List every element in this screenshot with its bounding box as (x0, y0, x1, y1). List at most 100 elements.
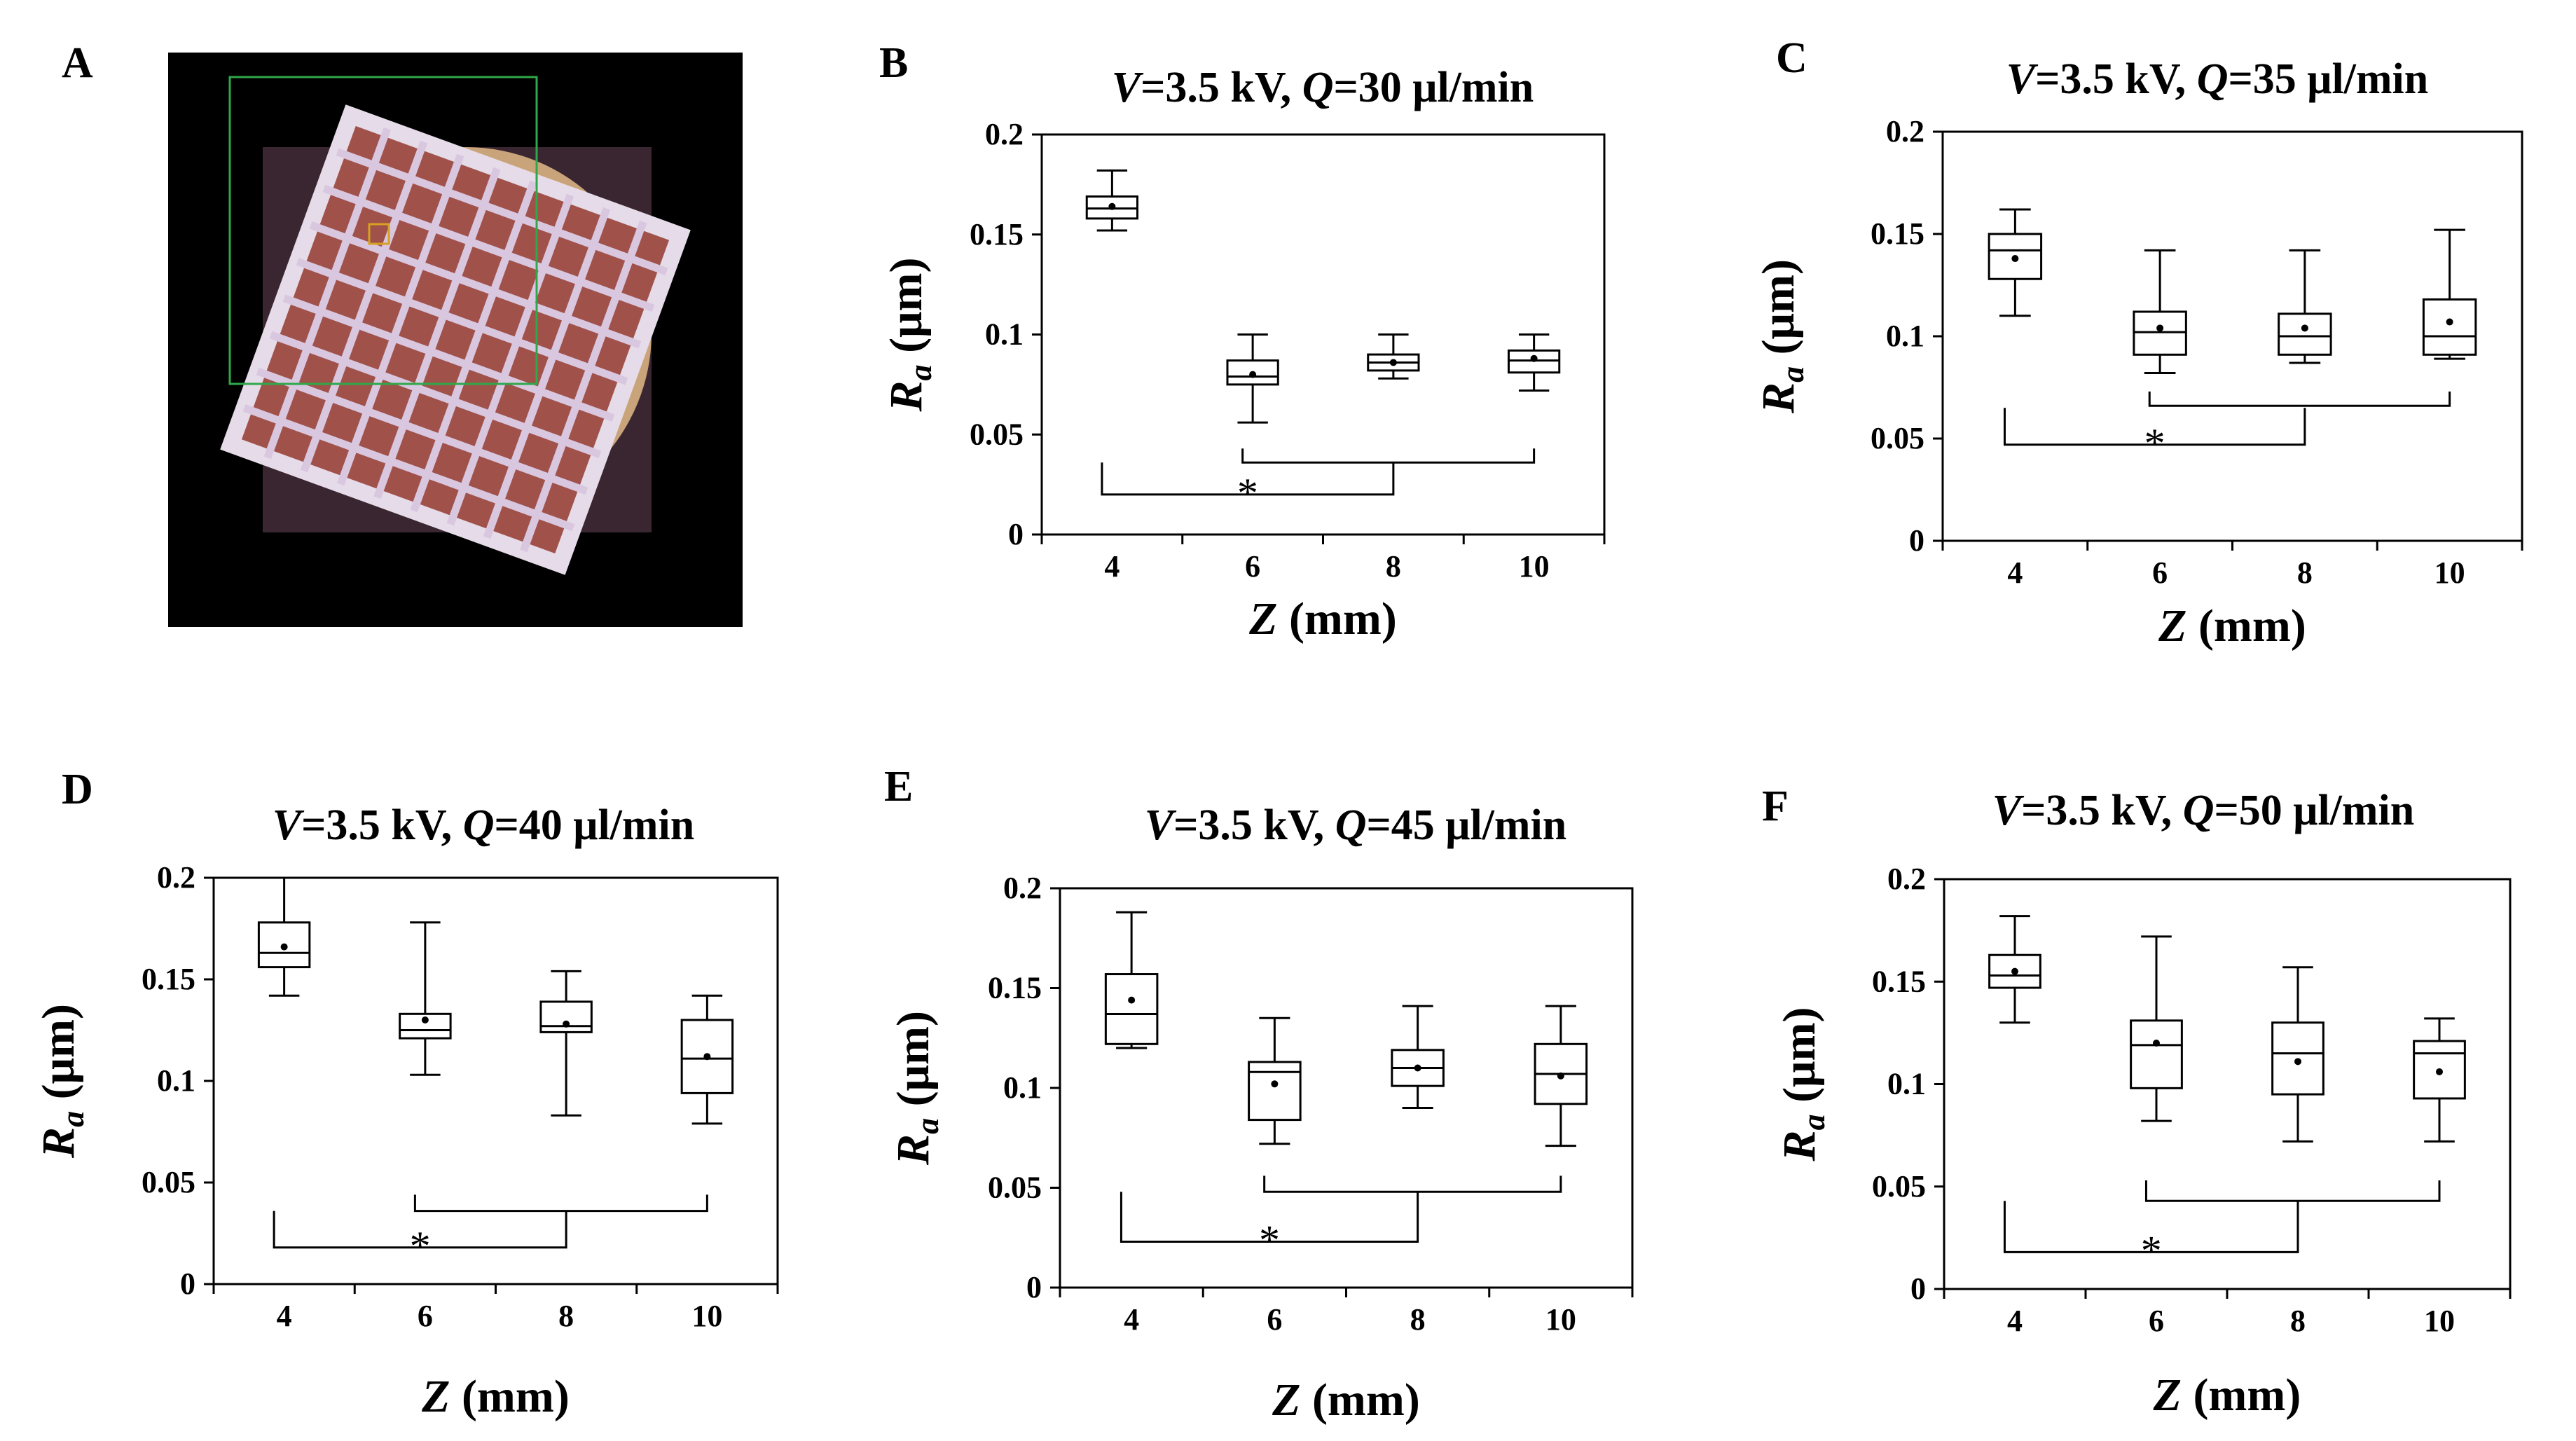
mean-point (2436, 1068, 2443, 1075)
x-axis-label: Z (mm) (1248, 593, 1397, 644)
chart-panel-e: 0 0.05 0.1 0.15 0.2 4 6 8 10 * V=3.5 kV, Q=45 μl/m… (888, 801, 1634, 1426)
x-tick-label: 6 (1245, 549, 1260, 584)
significance-star: * (2144, 420, 2165, 467)
x-tick-label: 8 (2290, 1304, 2306, 1338)
panel-label-c: C (1776, 34, 1807, 82)
y-axis-label: Ra (μm) (888, 1011, 945, 1166)
x-axis-label: Z (mm) (1272, 1374, 1420, 1426)
mean-point (2446, 318, 2453, 326)
x-tick-label: 10 (2434, 556, 2465, 590)
box-6 (399, 921, 452, 1076)
bracket-line (413, 1194, 708, 1213)
significance-star: * (1259, 1217, 1280, 1263)
y-tick-label: 0 (1026, 1270, 1042, 1304)
y-tick-label: 0.05 (142, 1165, 195, 1199)
significance-bracket: * (1101, 462, 1395, 516)
box-10 (1507, 333, 1561, 392)
bracket-line (2144, 1180, 2441, 1202)
scaffold-image (168, 53, 743, 627)
bracket-line (1120, 1192, 1419, 1243)
mean-point (1557, 1072, 1564, 1080)
bracket-line (2003, 1201, 2299, 1253)
mean-point (1128, 996, 1136, 1004)
box-4 (1085, 169, 1139, 232)
box-6 (2130, 935, 2183, 1122)
box-4 (1988, 915, 2041, 1024)
box-4 (257, 876, 311, 997)
significance-bracket (2144, 1180, 2441, 1202)
y-tick-label: 0.2 (157, 860, 195, 895)
x-tick-label: 10 (1545, 1302, 1576, 1337)
x-tick-label: 6 (418, 1299, 433, 1333)
sample-micrograph (168, 53, 743, 627)
significance-bracket: * (2003, 408, 2306, 467)
bracket-line (1241, 448, 1536, 464)
mean-point (2294, 1058, 2301, 1066)
mean-point (2011, 967, 2018, 975)
x-tick-label: 4 (277, 1299, 292, 1333)
mean-point (1414, 1064, 1421, 1072)
mean-point (280, 943, 288, 951)
x-axis-label: Z (mm) (2153, 1370, 2301, 1421)
box-8 (539, 970, 593, 1117)
y-tick-label: 0.05 (1871, 421, 1924, 455)
y-tick-label: 0.2 (1887, 862, 1926, 896)
bracket-line (1263, 1175, 1562, 1193)
chart-title: V=3.5 kV, Q=40 μl/min (273, 801, 695, 849)
mean-point (1108, 202, 1116, 210)
y-tick-label: 0.05 (970, 417, 1024, 451)
bracket-line (273, 1211, 567, 1249)
mean-point (2156, 324, 2164, 332)
mean-point (2301, 324, 2308, 332)
box-10 (2413, 1017, 2466, 1143)
x-tick-label: 10 (2424, 1304, 2455, 1338)
mean-point (421, 1016, 429, 1023)
y-axis-label: Ra (μm) (881, 258, 938, 413)
chart-panel-b: 0 0.05 0.1 0.15 0.2 4 6 8 10 * V=3.5 kV, Q=30 μl/m… (881, 64, 1606, 644)
x-tick-label: 8 (2297, 556, 2313, 590)
panel-label-e: E (884, 763, 914, 811)
box-4 (1104, 911, 1159, 1049)
chart-panel-d: 0 0.05 0.1 0.15 0.2 4 6 8 10 * V=3.5 kV, Q=40 μl/m… (33, 801, 779, 1422)
y-tick-label: 0.1 (157, 1063, 195, 1098)
y-tick-label: 0.2 (1003, 871, 1042, 905)
significance-bracket (1263, 1175, 1562, 1193)
printed-grid (220, 104, 691, 575)
mean-point (1389, 359, 1397, 366)
y-tick-label: 0 (1909, 523, 1924, 558)
x-axis-label: Z (mm) (2158, 600, 2306, 651)
y-tick-label: 0 (1008, 517, 1024, 551)
box-8 (2278, 249, 2332, 364)
y-axis-label: Ra (μm) (33, 1004, 90, 1159)
chart-title: V=3.5 kV, Q=35 μl/min (2006, 55, 2429, 103)
mean-point (1530, 354, 1538, 362)
x-tick-label: 8 (558, 1299, 574, 1333)
selection-frame (228, 76, 538, 385)
x-tick-label: 4 (2007, 1304, 2023, 1338)
x-tick-label: 6 (2149, 1304, 2164, 1338)
iqr-box (2130, 1019, 2183, 1089)
bracket-line (1101, 462, 1395, 496)
box-10 (2422, 228, 2477, 360)
panel-label-d: D (62, 766, 93, 813)
panel-label-f: F (1762, 782, 1789, 830)
significance-star: * (1237, 470, 1258, 516)
x-axis-label: Z (mm) (421, 1371, 570, 1422)
x-tick-label: 4 (2007, 556, 2023, 590)
iqr-box (539, 1000, 593, 1033)
y-tick-label: 0 (1910, 1271, 1926, 1306)
y-tick-label: 0.1 (1886, 319, 1924, 353)
y-tick-label: 0 (180, 1267, 195, 1301)
significance-bracket: * (273, 1211, 567, 1269)
mean-point (563, 1020, 570, 1028)
x-tick-label: 8 (1386, 549, 1401, 584)
iqr-box (1104, 973, 1159, 1045)
chart-title: V=3.5 kV, Q=30 μl/min (1112, 64, 1534, 111)
significance-star: * (410, 1223, 431, 1269)
significance-bracket: * (1120, 1192, 1419, 1263)
mean-point (1249, 371, 1257, 378)
significance-star: * (2141, 1227, 2162, 1274)
y-tick-label: 0.15 (970, 217, 1024, 251)
y-tick-label: 0.1 (985, 317, 1024, 352)
y-axis-label: Ra (μm) (1753, 259, 1810, 414)
